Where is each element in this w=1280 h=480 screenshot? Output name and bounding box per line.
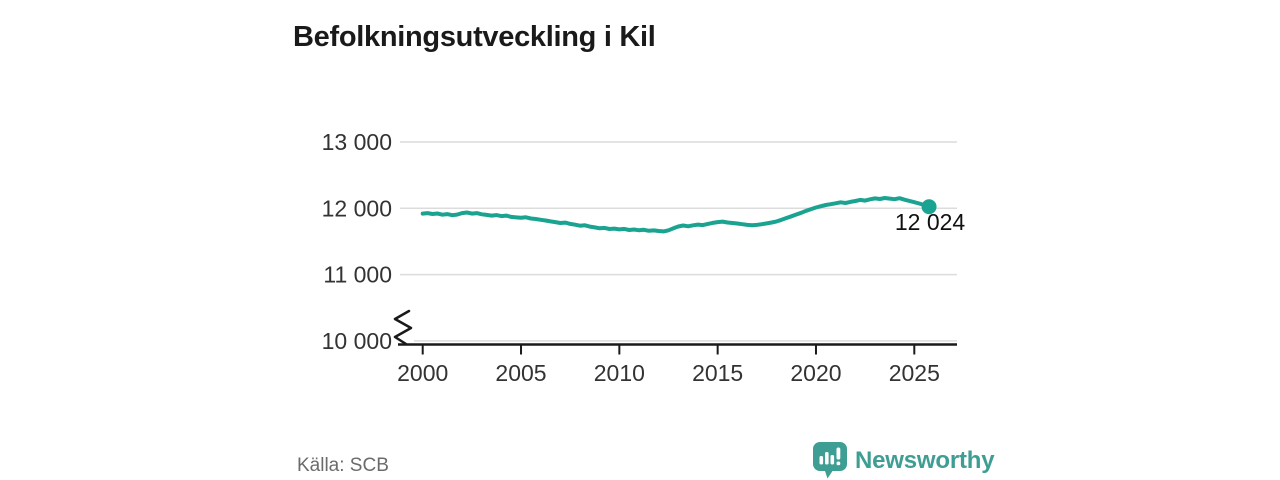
y-axis-labels: 10 000 11 000 12 000 13 000: [322, 129, 392, 354]
x-axis-labels: 2000 2005 2010 2015 2020 2025: [397, 360, 940, 386]
newsworthy-logo-icon: [813, 442, 847, 479]
latest-value-label: 12 024: [895, 209, 966, 235]
newsworthy-logo: Newsworthy: [813, 442, 995, 479]
x-tick-label: 2010: [594, 360, 645, 386]
source-label: Källa: SCB: [297, 455, 389, 476]
y-tick-label: 10 000: [322, 328, 392, 354]
x-tick-label: 2015: [692, 360, 743, 386]
population-line: [420, 196, 931, 234]
y-tick-label: 12 000: [322, 195, 392, 221]
x-tick-label: 2025: [889, 360, 940, 386]
axis-break-icon: [393, 309, 413, 346]
logo-bar-chart-glyph: [819, 447, 841, 466]
newsworthy-logo-text: Newsworthy: [855, 446, 995, 474]
gridlines: [400, 141, 957, 342]
chart-title: Befolkningsutveckling i Kil: [293, 21, 656, 54]
y-tick-label: 11 000: [323, 262, 392, 288]
x-tick-label: 2000: [397, 360, 448, 386]
x-tick-label: 2020: [790, 360, 841, 386]
x-axis-ticks: [421, 344, 916, 355]
y-tick-label: 13 000: [322, 129, 392, 155]
latest-value-dot: [921, 199, 937, 215]
x-tick-label: 2005: [495, 360, 546, 386]
